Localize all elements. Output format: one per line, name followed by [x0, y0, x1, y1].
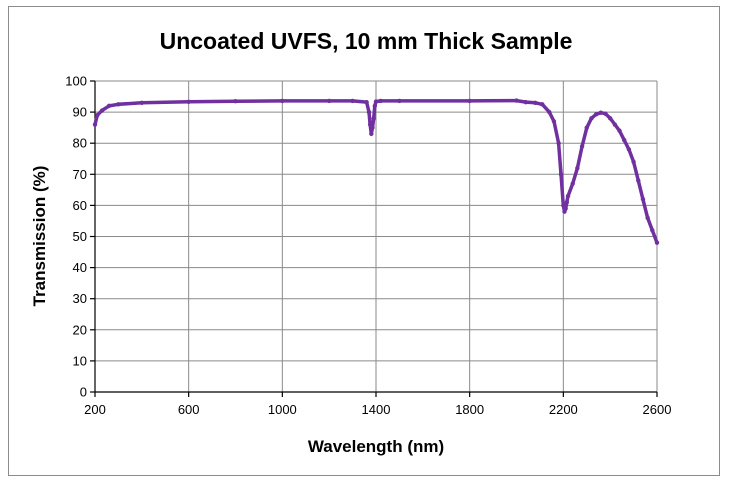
data-point: [612, 122, 618, 127]
data-point: [650, 228, 655, 233]
data-point: [603, 111, 608, 116]
chart-frame: [8, 6, 720, 476]
data-point: [565, 193, 571, 199]
x-tick-label: 2600: [643, 402, 672, 417]
data-point: [584, 125, 589, 130]
data-point: [640, 196, 646, 202]
data-point: [378, 98, 383, 104]
data-point: [106, 103, 112, 109]
data-point: [575, 165, 580, 171]
data-point: [369, 131, 374, 137]
x-tick-label: 200: [84, 402, 106, 417]
data-point: [547, 109, 552, 115]
data-point: [116, 102, 121, 107]
data-point: [233, 99, 238, 104]
x-tick-label: 1800: [455, 402, 484, 417]
data-point: [99, 108, 105, 113]
x-axis-title: Wavelength (nm): [308, 437, 444, 456]
data-point: [564, 200, 570, 205]
y-tick-label: 90: [73, 105, 87, 120]
data-point: [540, 102, 545, 107]
y-tick-label: 50: [73, 229, 87, 244]
data-point: [570, 181, 575, 186]
data-point: [607, 116, 613, 121]
data-point: [370, 125, 375, 130]
y-tick-label: 30: [73, 291, 87, 306]
data-point: [551, 119, 557, 124]
data-point: [645, 215, 650, 221]
data-point: [364, 99, 369, 105]
data-point: [371, 116, 376, 121]
data-point: [654, 240, 660, 245]
data-point: [467, 98, 472, 104]
data-point: [514, 98, 519, 103]
tick-labels: 0 10 20 30 40 50 60 70 80 90 100 200 600 1000 1400 1800…: [65, 74, 671, 418]
axes: [90, 80, 658, 397]
data-point: [397, 98, 402, 104]
data-point: [373, 99, 379, 104]
data-point: [556, 141, 561, 146]
grid-lines: [95, 80, 658, 392]
data-point: [350, 98, 355, 104]
data-point: [326, 98, 332, 104]
data-point: [579, 144, 585, 149]
data-point: [622, 137, 627, 143]
data-point: [617, 128, 622, 133]
y-tick-label: 10: [73, 353, 87, 368]
data-point: [139, 100, 145, 105]
y-tick-label: 0: [80, 385, 87, 400]
data-point: [367, 122, 373, 127]
data-point: [563, 206, 568, 211]
y-tick-label: 40: [73, 260, 87, 275]
data-point: [598, 110, 603, 115]
data-point: [366, 109, 372, 115]
data-point: [636, 178, 641, 183]
data-point: [280, 98, 285, 104]
data-point: [558, 172, 564, 177]
x-tick-label: 2200: [549, 402, 578, 417]
data-point: [523, 99, 529, 105]
series-layer: [92, 98, 660, 245]
data-point: [631, 159, 636, 165]
x-tick-label: 1000: [268, 402, 297, 417]
data-point: [92, 122, 98, 127]
y-tick-label: 80: [73, 136, 87, 151]
data-point: [95, 113, 100, 118]
x-tick-label: 1400: [362, 402, 391, 417]
data-point: [589, 116, 594, 121]
x-tick-label: 600: [178, 402, 200, 417]
data-point: [533, 100, 538, 105]
data-point: [186, 99, 191, 105]
data-point: [372, 103, 378, 109]
chart-title: Uncoated UVFS, 10 mm Thick Sample: [160, 28, 573, 54]
data-point: [626, 147, 632, 152]
y-tick-label: 60: [73, 198, 87, 213]
y-tick-label: 100: [65, 74, 87, 89]
y-axis-title: Transmission (%): [30, 166, 49, 307]
data-point: [593, 112, 599, 117]
y-tick-label: 20: [73, 322, 87, 337]
data-point: [561, 203, 566, 208]
y-tick-label: 70: [73, 167, 87, 182]
